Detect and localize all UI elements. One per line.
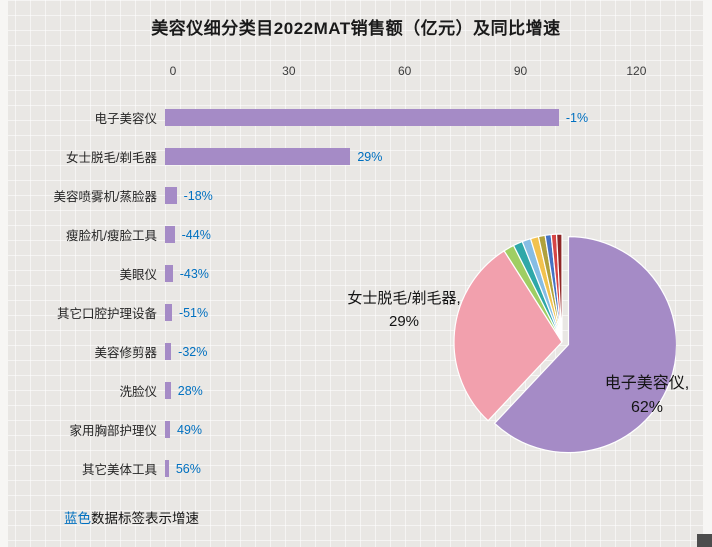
category-label: 美容喷雾机/蒸脸器	[53, 190, 157, 204]
x-tick: 0	[169, 64, 177, 78]
growth-label: 56%	[175, 461, 201, 476]
bar-row: 瘦脸机/瘦脸工具 -44%	[0, 215, 712, 254]
right-margin-strip	[703, 0, 712, 547]
pie-callout-secondary: 女士脱毛/剃毛器, 29%	[329, 287, 479, 334]
bar-chart-rows: 电子美容仪 -1% 女士脱毛/剃毛器 29% 美容喷雾机/蒸脸器 -18% 瘦脸机/瘦脸工具…	[0, 98, 712, 488]
bar	[165, 148, 351, 165]
growth-label: -32%	[178, 344, 208, 359]
bar-track: 56%	[165, 460, 667, 477]
bar	[165, 187, 177, 204]
bar-track: 28%	[165, 382, 667, 399]
footnote-highlight: 蓝色	[64, 511, 91, 526]
category-label: 美容修剪器	[94, 346, 157, 360]
bar	[165, 265, 173, 282]
x-tick: 30	[282, 64, 296, 78]
category-label: 家用胸部护理仪	[69, 424, 157, 438]
x-tick: 90	[513, 64, 528, 78]
bar-track: -44%	[165, 226, 667, 243]
bar-row: 其它美体工具 56%	[0, 449, 712, 488]
bar-row: 美容修剪器 -32%	[0, 332, 712, 371]
pie-chart	[448, 228, 678, 456]
pie-callout-secondary-line1: 女士脱毛/剃毛器,	[347, 290, 461, 307]
growth-label: 49%	[177, 422, 203, 437]
growth-label: -1%	[565, 110, 589, 125]
category-label: 女士脱毛/剃毛器	[66, 151, 157, 165]
category-label: 美眼仪	[119, 268, 157, 282]
x-tick: 120	[626, 64, 647, 78]
bar-row: 电子美容仪 -1%	[0, 98, 712, 137]
pie-callout-main-line1: 电子美容仪,	[604, 375, 690, 392]
growth-label: -18%	[183, 188, 213, 203]
bar-row: 洗脸仪 28%	[0, 371, 712, 410]
growth-label: 29%	[357, 149, 383, 164]
category-label: 瘦脸机/瘦脸工具	[66, 229, 157, 243]
bar	[165, 109, 559, 126]
growth-label: -51%	[178, 305, 209, 320]
pie-callout-secondary-line2: 29%	[388, 313, 420, 331]
category-label: 其它口腔护理设备	[56, 307, 157, 321]
x-axis: 0 30 60 90 120	[169, 64, 675, 80]
pie-slice	[493, 235, 678, 454]
bar-track: -1%	[165, 109, 667, 126]
pie-slice	[453, 249, 563, 422]
pie-svg	[453, 233, 678, 454]
pie-callout-main-line2: 62%	[630, 399, 664, 416]
bar-row: 家用胸部护理仪 49%	[0, 410, 712, 449]
bar	[165, 460, 169, 477]
bar	[165, 304, 172, 321]
bar	[165, 421, 171, 438]
x-tick: 60	[398, 64, 412, 78]
bar-track: -43%	[165, 265, 667, 282]
bar-track: -32%	[165, 343, 667, 360]
bar-track: 29%	[165, 148, 667, 165]
pie-callout-main: 电子美容仪, 62%	[592, 372, 702, 420]
corner-artifact	[697, 534, 712, 547]
category-label: 电子美容仪	[94, 112, 157, 126]
category-label: 洗脸仪	[119, 385, 157, 399]
bar	[165, 226, 175, 243]
bar	[165, 382, 171, 399]
bar-row: 美眼仪 -43%	[0, 254, 712, 293]
growth-label: -44%	[181, 227, 211, 242]
left-margin-strip	[0, 0, 8, 547]
bar-row: 其它口腔护理设备 -51%	[0, 293, 712, 332]
growth-label: -43%	[179, 266, 209, 281]
bar-track: -18%	[165, 187, 667, 204]
growth-label: 28%	[177, 383, 203, 398]
bar-track: 49%	[165, 421, 667, 438]
pie-slice	[555, 233, 563, 343]
footnote: 蓝色数据标签表示增速	[64, 507, 199, 527]
category-label: 其它美体工具	[81, 463, 157, 477]
bar-row: 美容喷雾机/蒸脸器 -18%	[0, 176, 712, 215]
chart-title: 美容仪细分类目2022MAT销售额（亿元）及同比增速	[151, 19, 561, 38]
bar	[165, 343, 172, 360]
footnote-rest: 数据标签表示增速	[91, 511, 199, 526]
bar-row: 女士脱毛/剃毛器 29%	[0, 137, 712, 176]
bar-track: -51%	[165, 304, 667, 321]
